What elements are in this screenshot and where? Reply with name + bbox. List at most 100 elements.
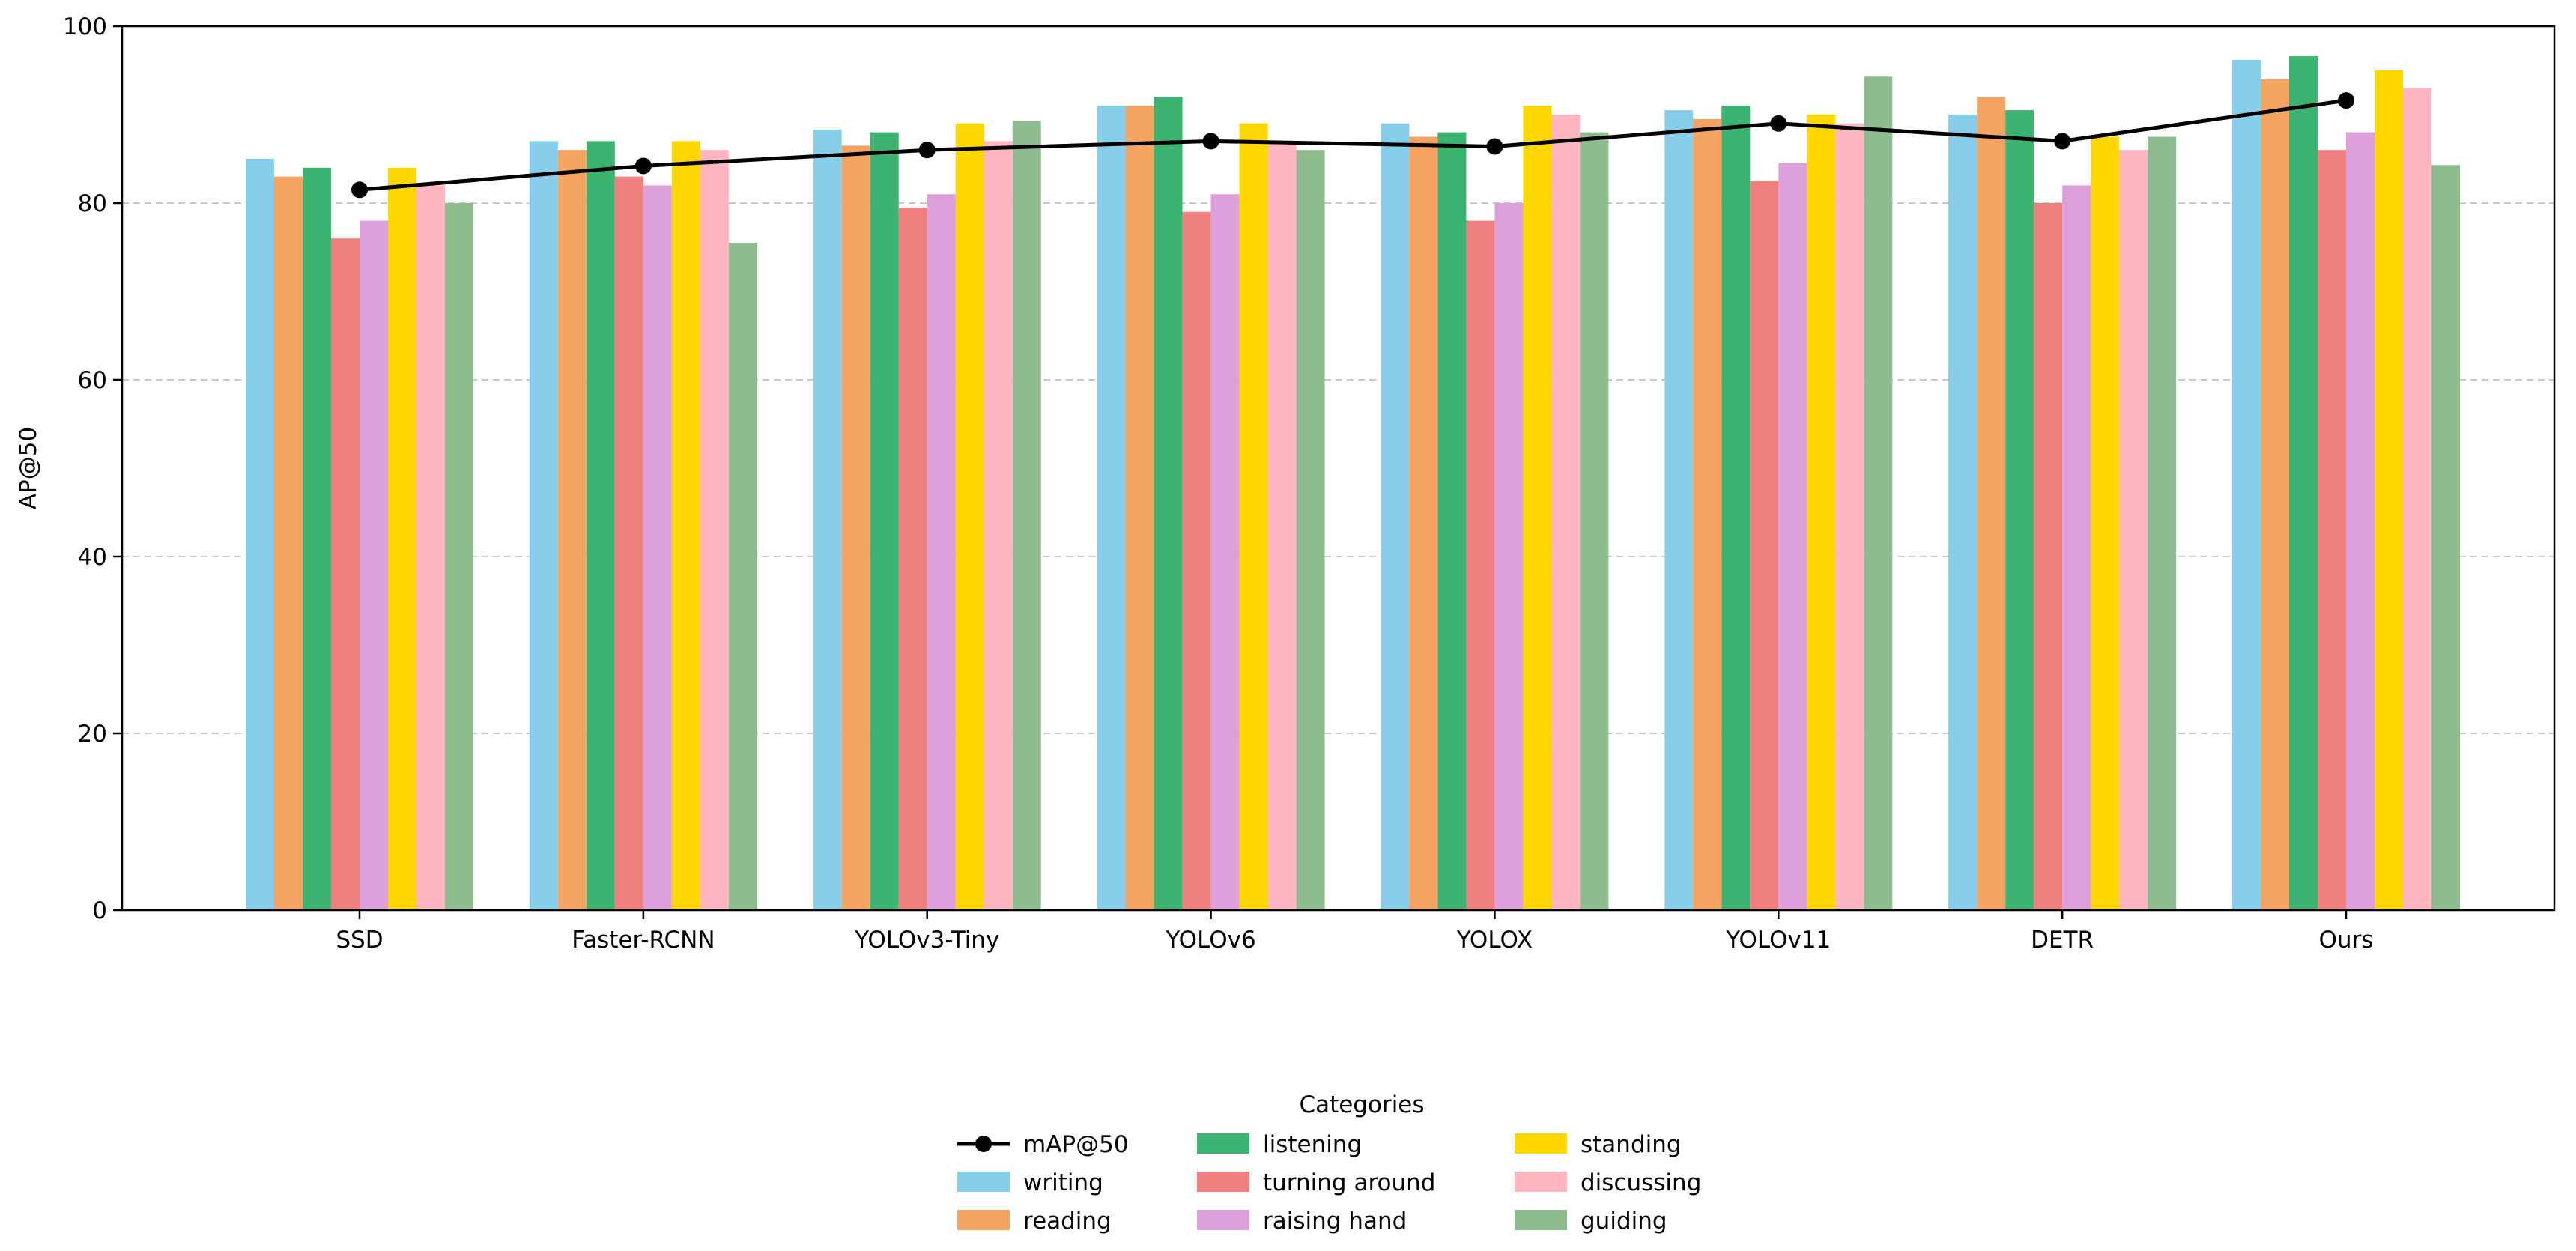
- bar-standing-Faster-RCNN: [671, 141, 700, 910]
- bar-listening-Faster-RCNN: [586, 141, 615, 910]
- bar-guiding-YOLOv11: [1864, 76, 1893, 910]
- legend-swatch-writing: [957, 1172, 1010, 1192]
- map-point-Faster-RCNN: [634, 157, 652, 175]
- bar-raising-hand-SSD: [360, 220, 388, 911]
- map-point-YOLOv11: [1770, 115, 1787, 132]
- bar-writing-YOLOv11: [1664, 110, 1694, 911]
- legend-label-listening: listening: [1263, 1131, 1362, 1158]
- bar-guiding-DETR: [2148, 136, 2177, 910]
- bar-discussing-Faster-RCNN: [700, 150, 729, 910]
- bar-raising-hand-YOLOX: [1494, 203, 1524, 910]
- bar-writing-DETR: [1948, 115, 1978, 910]
- legend-swatch-listening: [1197, 1133, 1249, 1154]
- bar-writing-YOLOX: [1381, 123, 1410, 910]
- bar-raising-hand-Ours: [2346, 132, 2375, 911]
- bar-listening-SSD: [303, 167, 331, 911]
- y-axis-label: AP@50: [15, 427, 42, 509]
- bar-turning-around-Faster-RCNN: [614, 176, 643, 911]
- bar-writing-Faster-RCNN: [529, 141, 558, 910]
- bar-turning-around-YOLOX: [1466, 220, 1495, 911]
- legend-label-guiding: guiding: [1581, 1208, 1667, 1235]
- y-axis-ticks: 0 20 40 60 80 100: [63, 13, 122, 924]
- bar-turning-around-YOLOv3-Tiny: [898, 207, 927, 910]
- bar-reading-Faster-RCNN: [557, 150, 587, 910]
- bar-raising-hand-YOLOv3-Tiny: [927, 194, 956, 910]
- bar-reading-YOLOv3-Tiny: [841, 145, 870, 911]
- bar-listening-Ours: [2289, 56, 2318, 911]
- legend-swatch-discussing: [1515, 1172, 1567, 1192]
- legend-label-standing: standing: [1581, 1131, 1682, 1158]
- bar-listening-DETR: [2005, 110, 2034, 911]
- legend-swatch-turning-around: [1197, 1172, 1249, 1192]
- y-tick-label: 60: [78, 367, 107, 394]
- bar-reading-Ours: [2261, 79, 2289, 910]
- legend-swatch-guiding: [1515, 1210, 1567, 1230]
- bar-turning-around-Ours: [2318, 150, 2346, 910]
- map-point-YOLOv3-Tiny: [918, 142, 936, 159]
- map-point-SSD: [351, 181, 368, 199]
- bar-guiding-Faster-RCNN: [728, 243, 757, 911]
- x-tick-label: DETR: [2031, 927, 2094, 954]
- bar-discussing-DETR: [2119, 150, 2148, 910]
- bar-raising-hand-DETR: [2062, 185, 2091, 910]
- bar-discussing-YOLOv6: [1267, 141, 1297, 910]
- x-tick-label: YOLOv11: [1725, 927, 1831, 954]
- legend-swatch-raising-hand: [1197, 1210, 1249, 1230]
- bar-writing-YOLOv6: [1097, 106, 1126, 911]
- legend-label-raising-hand: raising hand: [1263, 1208, 1407, 1235]
- bar-listening-YOLOv6: [1154, 97, 1183, 910]
- bar-discussing-SSD: [416, 185, 445, 910]
- bar-standing-DETR: [2091, 136, 2120, 910]
- bar-reading-YOLOX: [1409, 136, 1438, 910]
- plot-frame: [121, 25, 2556, 912]
- map-point-YOLOv6: [1202, 133, 1219, 150]
- map-line: [351, 92, 2354, 199]
- bar-discussing-YOLOv3-Tiny: [984, 141, 1013, 910]
- bar-turning-around-SSD: [331, 238, 360, 910]
- bar-guiding-YOLOv3-Tiny: [1012, 121, 1041, 910]
- bar-raising-hand-YOLOv6: [1210, 194, 1240, 910]
- bar-writing-YOLOv3-Tiny: [813, 130, 842, 910]
- bar-standing-YOLOX: [1523, 106, 1552, 911]
- x-tick-label: Ours: [2319, 927, 2374, 954]
- legend-label-map-50: mAP@50: [1023, 1131, 1129, 1158]
- grid-lines: [122, 25, 2554, 911]
- bar-guiding-Ours: [2431, 165, 2460, 910]
- bar-guiding-YOLOv6: [1296, 150, 1325, 910]
- bar-listening-YOLOv11: [1721, 106, 1751, 911]
- y-tick-label: 80: [78, 190, 107, 217]
- bar-reading-DETR: [1977, 97, 2006, 910]
- x-tick-label: YOLOv3-Tiny: [854, 927, 999, 954]
- legend: Categories mAP@50 writing reading listening t…: [957, 1091, 1701, 1235]
- bar-standing-YOLOv6: [1239, 123, 1268, 910]
- bar-standing-YOLOv3-Tiny: [955, 123, 984, 910]
- map-point-YOLOX: [1486, 138, 1503, 155]
- legend-label-reading: reading: [1023, 1208, 1112, 1235]
- y-tick-label: 0: [92, 897, 107, 924]
- bar-discussing-Ours: [2403, 88, 2431, 911]
- x-tick-label: Faster-RCNN: [572, 927, 715, 954]
- bar-standing-SSD: [388, 167, 416, 911]
- x-tick-label: YOLOv6: [1165, 927, 1255, 954]
- bar-listening-YOLOv3-Tiny: [870, 132, 899, 911]
- bars: [246, 56, 2460, 911]
- bar-standing-Ours: [2375, 70, 2403, 910]
- bar-raising-hand-YOLOv11: [1778, 163, 1807, 910]
- bar-discussing-YOLOv11: [1835, 123, 1864, 910]
- bar-writing-Ours: [2232, 59, 2261, 911]
- y-tick-label: 20: [78, 721, 107, 748]
- legend-label-turning-around: turning around: [1263, 1169, 1435, 1196]
- bar-raising-hand-Faster-RCNN: [643, 185, 672, 910]
- bar-standing-YOLOv11: [1807, 115, 1836, 910]
- bar-reading-YOLOv11: [1693, 118, 1722, 910]
- x-tick-label: SSD: [336, 927, 383, 954]
- map-point-Ours: [2338, 92, 2354, 109]
- legend-marker-map-50: [975, 1136, 992, 1152]
- bar-turning-around-DETR: [2034, 203, 2063, 910]
- legend-swatch-reading: [957, 1210, 1010, 1230]
- bar-turning-around-YOLOv11: [1750, 181, 1779, 910]
- bar-reading-SSD: [274, 176, 303, 911]
- legend-label-writing: writing: [1023, 1169, 1103, 1196]
- legend-swatch-standing: [1515, 1133, 1567, 1154]
- bar-listening-YOLOX: [1437, 132, 1467, 911]
